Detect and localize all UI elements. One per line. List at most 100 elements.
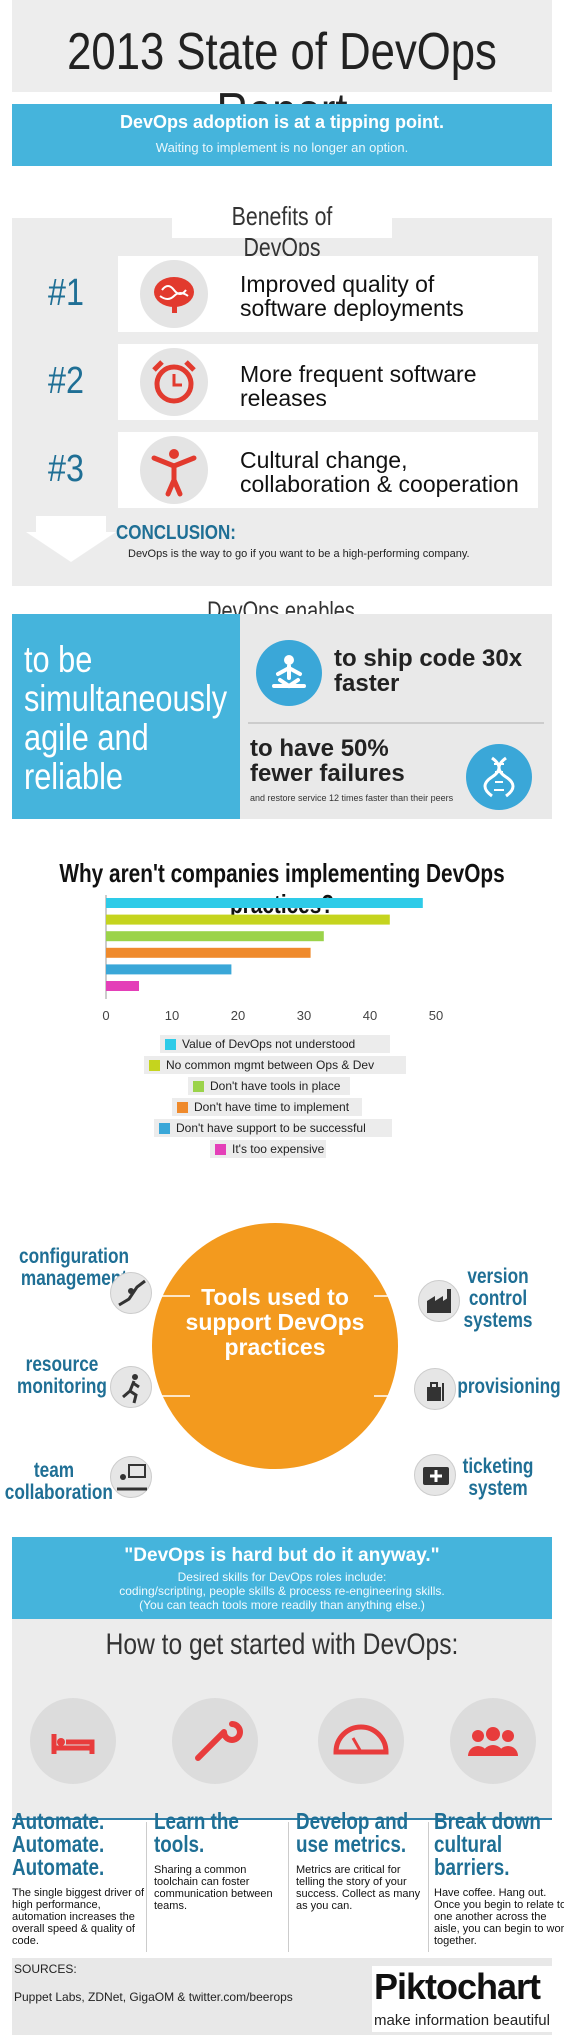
conclusion-label: CONCLUSION:	[116, 522, 236, 544]
step-title: Learn the tools.	[154, 1808, 239, 1857]
benefit-text-3: Cultural change, collaboration & coopera…	[240, 447, 519, 497]
conclusion-arrow	[26, 516, 116, 562]
column-divider	[428, 1822, 429, 1952]
legend-label-3: Don't have time to implement	[194, 1100, 350, 1114]
legend-swatch-1	[149, 1060, 160, 1071]
alarm-clock-icon	[140, 348, 208, 416]
tools-center-text: Tools used to support DevOps practices	[185, 1284, 365, 1360]
tool-label-collaboration: team collaboration	[4, 1459, 113, 1504]
climber-icon	[110, 1272, 152, 1314]
quote-text: "DevOps is hard but do it anyway."	[124, 1545, 440, 1566]
bar-0	[106, 898, 423, 908]
legend-label-5: It's too expensive	[232, 1142, 325, 1156]
legend-label-2: Don't have tools in place	[210, 1079, 341, 1093]
tool-label-version: version control systems	[463, 1265, 533, 1332]
legend-swatch-2	[193, 1081, 204, 1092]
x-tick-label: 20	[231, 1008, 245, 1023]
dna-icon	[466, 744, 532, 810]
x-tick-label: 10	[165, 1008, 179, 1023]
x-tick-label: 30	[297, 1008, 311, 1023]
protractor-icon	[318, 1698, 404, 1784]
agile-text: to be simultaneously agile and reliable	[24, 639, 228, 797]
factory-icon	[418, 1280, 460, 1322]
presentation-icon	[110, 1456, 152, 1498]
quote-sub-2: coding/scripting, people skills & proces…	[119, 1584, 445, 1598]
restore-service-text: and restore service 12 times faster than…	[250, 793, 454, 803]
agile-panel	[12, 614, 240, 819]
benefit-rank-3: #3	[48, 448, 84, 490]
quote-sub-1: Desired skills for DevOps roles include:	[177, 1570, 387, 1584]
fewer-failures-text: to have 50% fewer failures	[250, 735, 405, 787]
legend-label-0: Value of DevOps not understood	[182, 1037, 355, 1051]
tool-label-monitoring: resource monitoring	[17, 1353, 107, 1398]
legend-swatch-5	[215, 1144, 226, 1155]
bar-2	[106, 931, 324, 942]
step-title: Automate. Automate. Automate.	[12, 1808, 105, 1880]
tool-label-ticketing: ticketing system	[462, 1455, 534, 1500]
tool-label-provisioning: provisioning	[457, 1375, 561, 1398]
ship-code-text: to ship code 30x faster	[334, 645, 523, 697]
piktochart-logo	[372, 1966, 552, 2032]
legend-bg-0	[160, 1035, 390, 1053]
brain-icon	[140, 260, 208, 328]
step-text: Sharing a common toolchain can foster co…	[154, 1864, 273, 1912]
step-dividers	[12, 1818, 552, 1820]
bar-5	[106, 981, 139, 991]
legend-swatch-4	[159, 1123, 170, 1134]
x-tick-label: 50	[429, 1008, 443, 1023]
legend-bg-4	[154, 1119, 392, 1137]
people-icon	[450, 1698, 536, 1784]
step-title: Break down cultural barriers.	[434, 1808, 541, 1880]
quote-banner	[12, 1537, 552, 1619]
column-divider	[288, 1822, 289, 1952]
bar-1	[106, 914, 390, 925]
step-text: Metrics are critical for telling the sto…	[296, 1864, 421, 1912]
bed-icon	[30, 1698, 116, 1784]
legend-label-1: No common mgmt between Ops & Dev	[166, 1058, 374, 1072]
legend-bg-5	[210, 1140, 326, 1158]
getstarted-heading: How to get started with DevOps:	[105, 1628, 459, 1661]
person-arms-out-icon	[140, 436, 208, 504]
barrier-bar-chart: 0 10 20 30 40 50 Value of DevOps not understoo…	[102, 895, 443, 1158]
benefit-rank-2: #2	[48, 360, 84, 402]
stats-divider	[248, 722, 544, 724]
column-divider	[146, 1822, 147, 1952]
tool-connectors	[140, 1295, 424, 1477]
benefits-heading-box	[172, 194, 392, 238]
legend-bg-2	[188, 1077, 350, 1095]
step-title: Develop and use metrics.	[296, 1808, 409, 1857]
hand-bag-icon	[414, 1368, 456, 1410]
benefit-text-2: More frequent software releases	[240, 361, 477, 411]
step-automate: Automate. Automate. Automate. The single …	[12, 1808, 148, 1948]
benefit-text-1: Improved quality of software deployments	[240, 271, 464, 321]
quote-sub-3: (You can teach tools more readily than a…	[139, 1598, 425, 1612]
legend-bg-1	[144, 1056, 406, 1074]
meditation-icon	[256, 640, 322, 706]
wrench-icon	[172, 1698, 258, 1784]
sources-label: SOURCES:	[14, 1962, 77, 1976]
tools-center-circle	[152, 1223, 398, 1469]
legend-bg-3	[172, 1098, 362, 1116]
banner-headline: DevOps adoption is at a tipping point.	[120, 112, 444, 132]
banner-sub: Waiting to implement is no longer an opt…	[155, 140, 409, 155]
step-learn: Learn the tools. Sharing a common toolcha…	[154, 1808, 290, 1913]
title-band	[12, 0, 552, 92]
x-tick-label: 40	[363, 1008, 377, 1023]
legend-swatch-3	[177, 1102, 188, 1113]
brand-name: Piktochart	[374, 1966, 541, 2007]
sources-text: Puppet Labs, ZDNet, GigaOM & twitter.com…	[14, 1990, 293, 2004]
bar-4	[106, 964, 232, 975]
legend-label-4: Don't have support to be successful	[176, 1121, 366, 1135]
runner-icon	[110, 1366, 152, 1408]
step-metrics: Develop and use metrics. Metrics are crit…	[296, 1808, 432, 1913]
benefits-heading: Benefits of DevOps	[231, 201, 333, 262]
bar-3	[106, 947, 311, 958]
tipping-banner	[12, 104, 552, 166]
legend-swatch-0	[165, 1039, 176, 1050]
tool-label-config: configuration management	[18, 1245, 130, 1290]
conclusion-text: DevOps is the way to go if you want to b…	[128, 548, 470, 560]
brand-tagline: make information beautiful	[374, 2012, 550, 2029]
step-text: The single biggest driver of high perfor…	[12, 1887, 145, 1947]
ticket-icon	[414, 1454, 456, 1496]
benefit-rank-1: #1	[48, 272, 84, 314]
